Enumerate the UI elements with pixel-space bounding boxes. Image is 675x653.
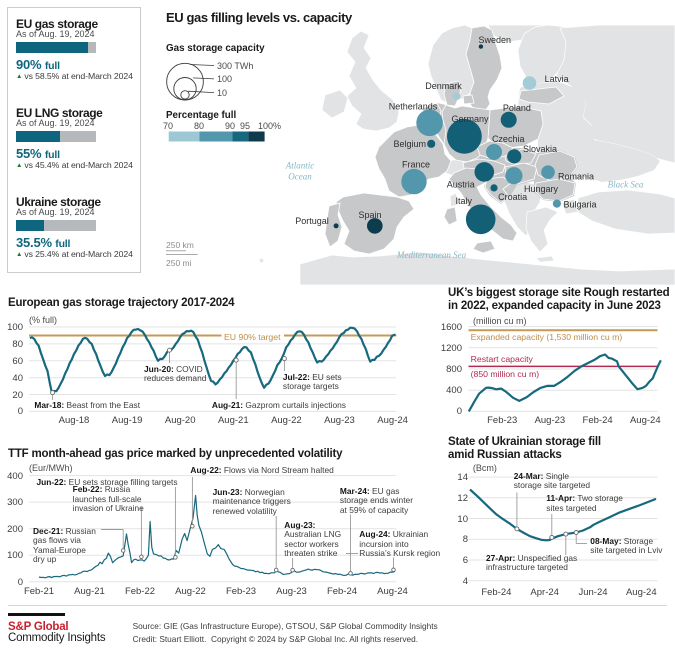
svg-text:Croatia: Croatia (498, 192, 527, 202)
svg-text:Germany: Germany (451, 114, 489, 124)
svg-text:Spain: Spain (358, 210, 381, 220)
svg-text:Bulgaria: Bulgaria (563, 200, 596, 210)
svg-text:Poland: Poland (503, 103, 531, 113)
svg-text:Portugal: Portugal (295, 216, 329, 226)
svg-text:France: France (402, 160, 430, 170)
svg-text:Italy: Italy (455, 196, 472, 206)
svg-text:Slovakia: Slovakia (523, 144, 557, 154)
svg-text:Belgium: Belgium (393, 139, 426, 149)
svg-text:Latvia: Latvia (545, 74, 569, 84)
svg-text:Mediterranean Sea: Mediterranean Sea (396, 250, 467, 260)
svg-text:Hungary: Hungary (524, 184, 559, 194)
svg-text:Netherlands: Netherlands (389, 102, 438, 112)
svg-text:Denmark: Denmark (425, 81, 462, 91)
svg-text:Black Sea: Black Sea (608, 180, 644, 190)
svg-text:Atlantic: Atlantic (285, 161, 315, 171)
svg-text:Ocean: Ocean (288, 172, 312, 182)
svg-text:Czechia: Czechia (492, 134, 525, 144)
svg-text:Romania: Romania (558, 172, 594, 182)
svg-text:Austria: Austria (447, 180, 475, 190)
svg-text:Sweden: Sweden (479, 35, 512, 45)
